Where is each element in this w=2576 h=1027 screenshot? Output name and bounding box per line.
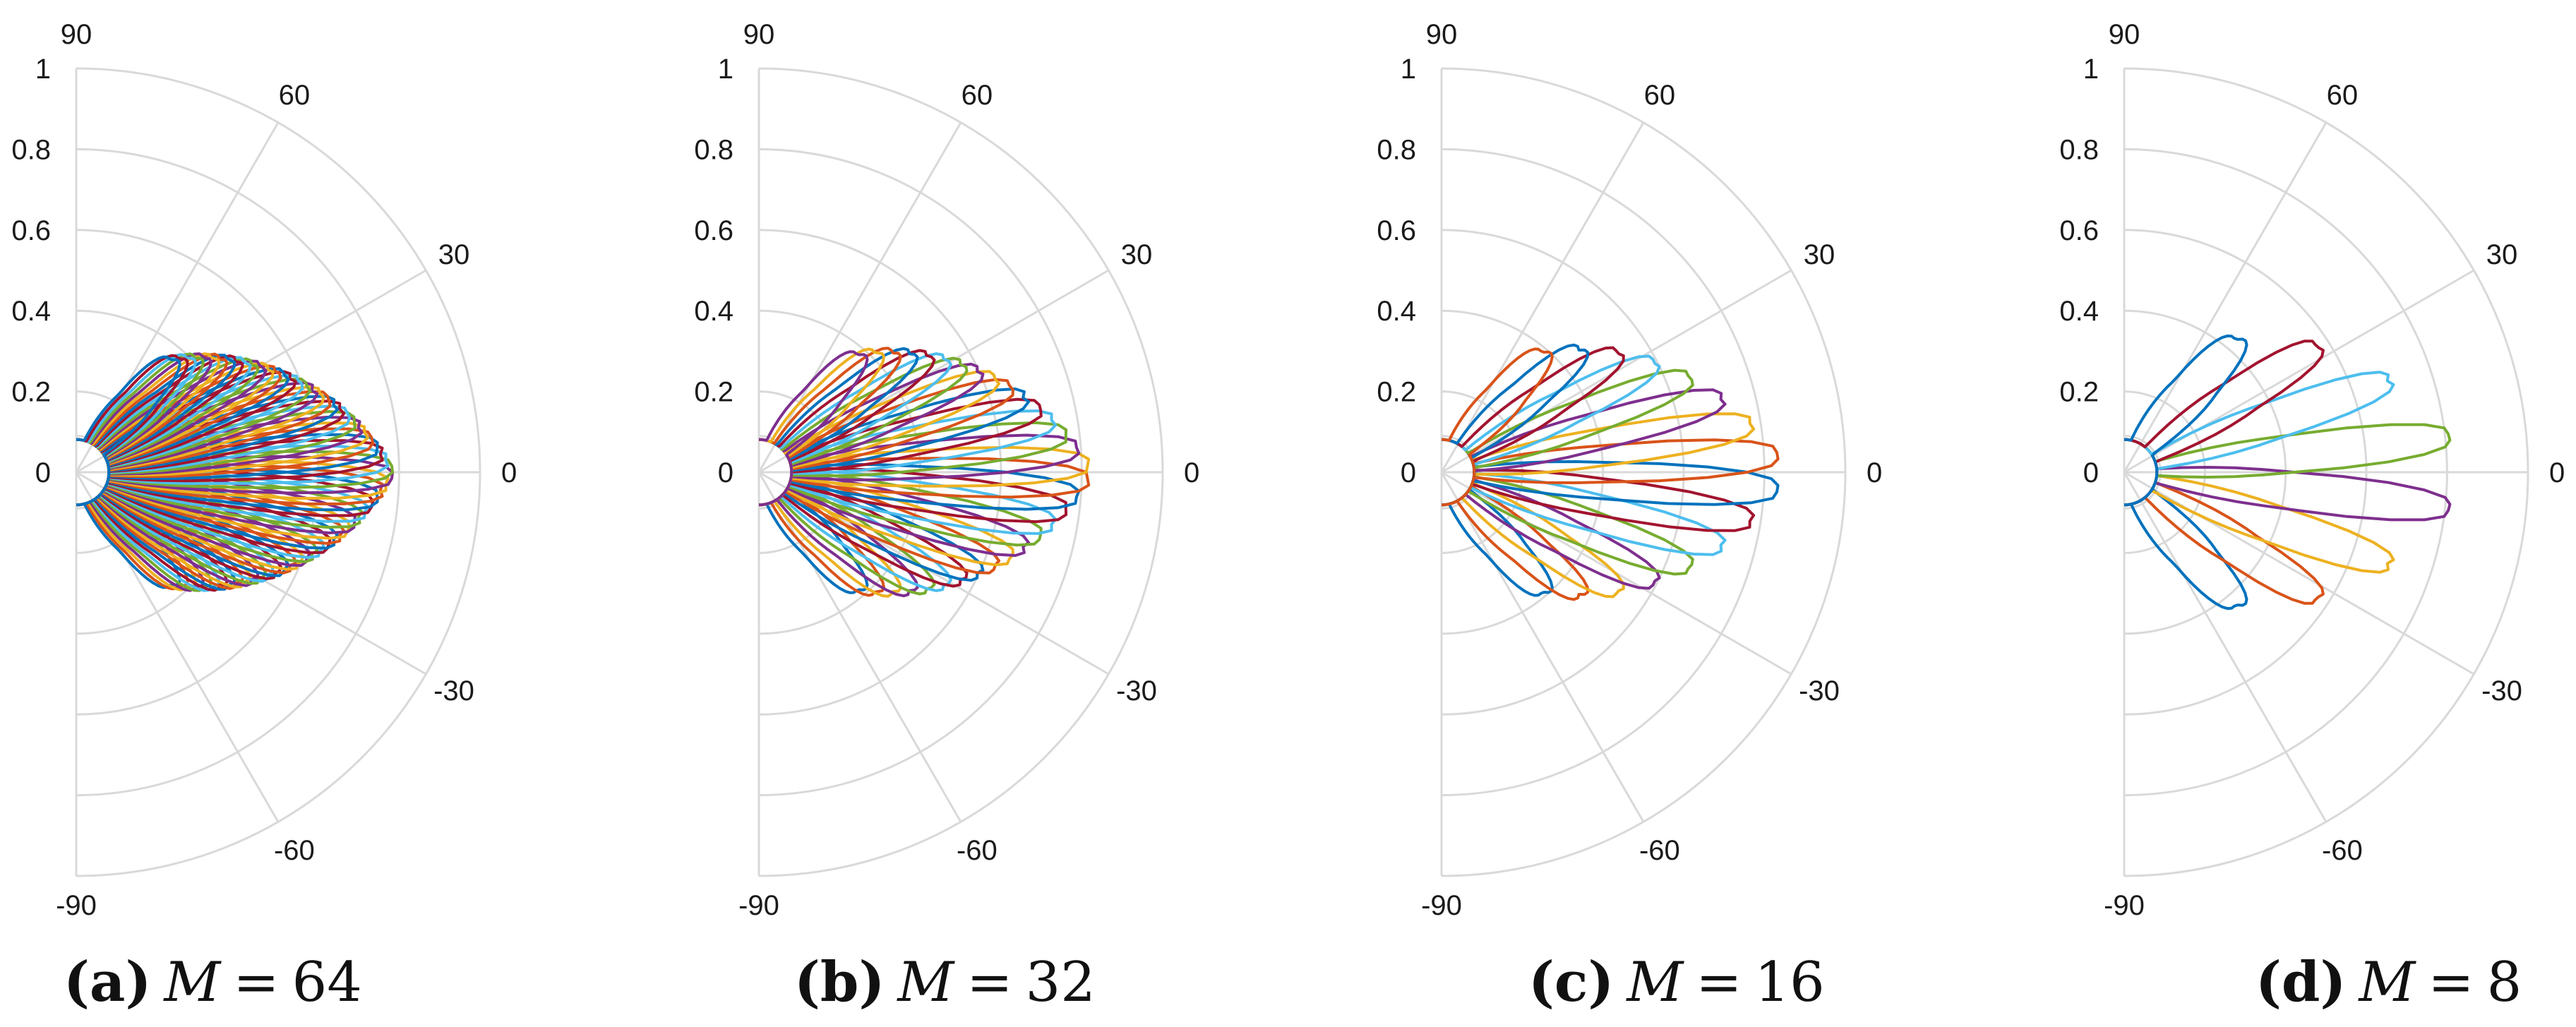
polar-panel-a: 0 0.2 0.4 0.6 0.8 1 90 60 30 0 -30 -60 -90 (a) M = 64: [11, 19, 517, 1014]
radial-tick-label: 0.6: [694, 215, 733, 246]
grid-spoke: [1440, 121, 1645, 473]
panel-caption: (d) M = 8: [2256, 950, 2522, 1014]
caption-value: 8: [2487, 951, 2522, 1014]
radial-tick-label: 0.8: [11, 134, 51, 165]
angle-tick-label: 0: [1867, 457, 1882, 488]
polar-panel-d: 0 0.2 0.4 0.6 0.8 1 90 60 30 0 -30 -60 -90 (d) M = 8: [2059, 19, 2565, 1014]
radial-tick-label: 0.8: [694, 134, 733, 165]
radial-tick-label: 0.6: [1377, 215, 1416, 246]
radial-tick-label: 0.4: [11, 296, 51, 327]
angle-tick-label: -60: [2322, 835, 2363, 866]
radial-tick-label: 0: [2083, 457, 2099, 488]
radial-tick-label: 0: [1401, 457, 1416, 488]
angle-tick-label: 0: [501, 457, 517, 488]
grid-spoke: [757, 121, 962, 473]
angle-tick-label: -60: [274, 835, 315, 866]
angle-tick-label: 30: [2486, 239, 2518, 270]
angle-tick-label: 60: [1644, 80, 1676, 111]
angle-tick-label: 60: [2327, 80, 2359, 111]
angle-tick-label: 60: [279, 80, 311, 111]
angle-tick-label: -30: [1799, 675, 1840, 707]
radial-tick-label: 0.6: [11, 215, 51, 246]
angle-tick-label: 90: [2109, 19, 2140, 50]
radial-tick-label: 0.2: [2059, 377, 2099, 408]
panel-caption: (a) M = 64: [64, 950, 362, 1014]
angle-tick-label: -30: [2481, 675, 2522, 707]
caption-equals: =: [1696, 951, 1742, 1014]
caption-label: (b): [794, 950, 885, 1014]
angle-tick-label: -60: [957, 835, 998, 866]
caption-variable: M: [2357, 951, 2416, 1014]
beam-pattern-series: [1440, 347, 1554, 507]
radial-tick-label: 0.2: [1377, 377, 1416, 408]
angle-tick-label: 90: [1426, 19, 1458, 50]
beam-pattern-series: [75, 355, 181, 507]
caption-label: (a): [64, 950, 151, 1014]
radial-tick-label: 0.2: [11, 377, 51, 408]
angle-tick-label: -90: [1421, 890, 1462, 921]
angle-tick-label: -90: [56, 890, 97, 921]
angle-tick-label: 0: [2549, 457, 2565, 488]
beam-pattern-series: [757, 350, 869, 507]
caption-equals: =: [233, 951, 279, 1014]
angle-tick-label: -90: [738, 890, 779, 921]
radial-tick-label: 0.2: [694, 377, 733, 408]
caption-label: (c): [1528, 950, 1614, 1014]
caption-variable: M: [1625, 951, 1684, 1014]
radial-tick-label: 1: [1401, 54, 1416, 85]
radial-tick-label: 0.6: [2059, 215, 2099, 246]
caption-value: 64: [292, 951, 362, 1014]
panel-caption: (c) M = 16: [1528, 950, 1825, 1014]
grid-spoke: [1440, 472, 1645, 823]
caption-value: 32: [1026, 951, 1096, 1014]
caption-variable: M: [162, 951, 222, 1014]
grid-spoke: [757, 472, 962, 823]
panel-caption: (b) M = 32: [794, 950, 1096, 1014]
radial-tick-label: 1: [2083, 54, 2099, 85]
angle-tick-label: -90: [2104, 890, 2145, 921]
radial-tick-label: 0.4: [1377, 296, 1416, 327]
beam-pattern-series: [2123, 334, 2248, 507]
angle-tick-label: 60: [961, 80, 993, 111]
caption-variable: M: [896, 951, 955, 1014]
caption-equals: =: [966, 951, 1012, 1014]
caption-value: 16: [1755, 951, 1825, 1014]
grid-spoke: [2123, 472, 2328, 823]
radial-tick-label: 0.4: [2059, 296, 2099, 327]
radial-tick-label: 0.8: [1377, 134, 1416, 165]
radial-tick-label: 1: [35, 54, 51, 85]
polar-panel-c: 0 0.2 0.4 0.6 0.8 1 90 60 30 0 -30 -60 -90 (c) M = 16: [1377, 19, 1882, 1014]
angle-tick-label: 90: [743, 19, 775, 50]
angle-tick-label: 30: [1804, 239, 1835, 270]
radial-tick-label: 0: [718, 457, 733, 488]
radial-tick-label: 0.8: [2059, 134, 2099, 165]
angle-tick-label: -30: [433, 675, 474, 707]
angle-tick-label: 30: [1121, 239, 1153, 270]
caption-label: (d): [2256, 950, 2346, 1014]
angle-tick-label: -60: [1639, 835, 1680, 866]
radial-tick-label: 1: [718, 54, 733, 85]
angle-tick-label: -30: [1116, 675, 1157, 707]
angle-tick-label: 30: [438, 239, 470, 270]
angle-tick-label: 0: [1184, 457, 1199, 488]
grid-spoke: [2123, 121, 2328, 473]
radial-tick-label: 0: [35, 457, 51, 488]
polar-panel-b: 0 0.2 0.4 0.6 0.8 1 90 60 30 0 -30 -60 -90 (b) M = 32: [694, 19, 1199, 1014]
angle-tick-label: 90: [61, 19, 92, 50]
radial-tick-label: 0.4: [694, 296, 733, 327]
caption-equals: =: [2428, 951, 2474, 1014]
